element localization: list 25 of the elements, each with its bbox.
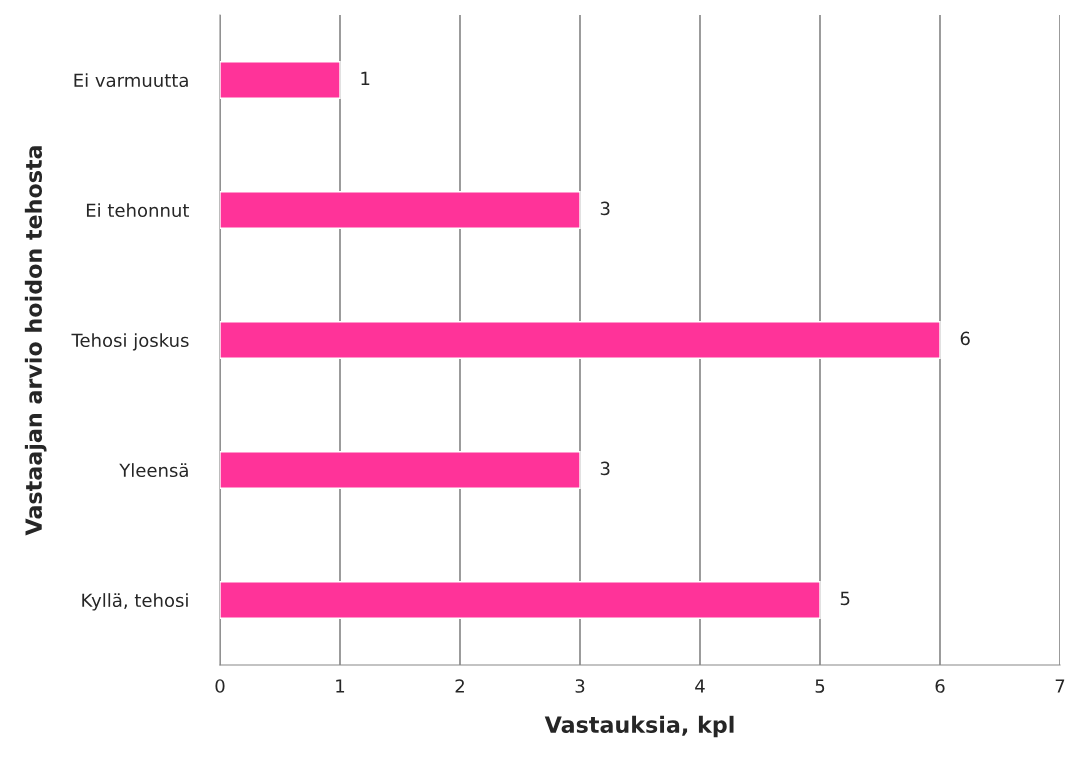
bar: [220, 191, 581, 229]
y-tick-label: Tehosi joskus: [71, 333, 189, 351]
x-tick-label: 2: [455, 679, 464, 693]
x-tick-label: 0: [215, 679, 225, 693]
y-axis-title: Vastaajan arvio hoidon tehosta: [24, 146, 47, 536]
y-tick-label: Kyllä, tehosi: [82, 593, 188, 611]
x-tick-label: 5: [815, 679, 825, 693]
x-tick-label: 6: [935, 679, 945, 693]
x-tick-label: 7: [1055, 679, 1065, 693]
bar: [220, 61, 341, 99]
x-axis-title: Vastauksia, kpl: [544, 715, 734, 738]
data-label: 6: [960, 331, 970, 346]
y-tick-label: Yleensä: [119, 463, 188, 478]
data-label: 1: [361, 71, 370, 85]
data-label: 3: [600, 201, 610, 216]
x-tick-label: 1: [336, 679, 345, 693]
bar: [220, 581, 821, 619]
y-tick-label: Ei varmuutta: [74, 73, 188, 88]
x-tick-label: 3: [575, 679, 585, 693]
bar: [220, 451, 581, 489]
bar: [220, 321, 941, 359]
data-label: 3: [600, 461, 610, 476]
data-label: 5: [840, 591, 850, 606]
y-tick-label: Ei tehonnut: [86, 203, 190, 218]
x-tick-label: 4: [695, 679, 705, 693]
